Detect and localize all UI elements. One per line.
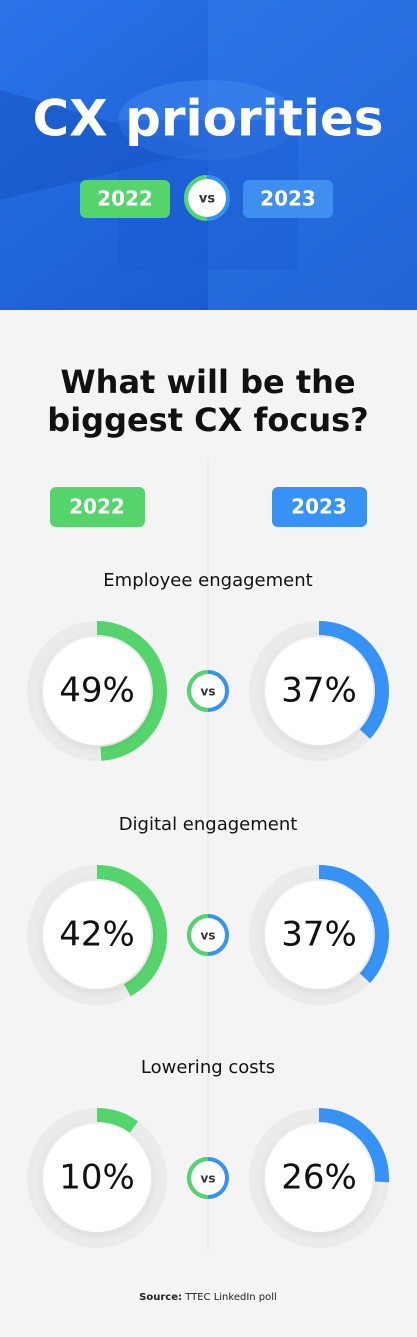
vs-label: vs [201, 929, 216, 943]
donut-center [265, 881, 373, 989]
vs-label: vs [201, 685, 216, 699]
column-label: 2022 [69, 495, 125, 519]
decor [118, 80, 298, 160]
donut-center [265, 637, 373, 745]
donut-arc [318, 621, 389, 739]
donut-arc [96, 1108, 139, 1133]
vs-label: vs [199, 192, 215, 207]
value-label: 26% [281, 1158, 357, 1198]
badge-label: 2022 [97, 187, 153, 211]
source-label: Source: [139, 1292, 182, 1303]
value-label: 42% [59, 915, 135, 955]
vs-ring [187, 670, 209, 712]
vs-ring [187, 914, 209, 956]
subtitle: biggest CX focus? [47, 401, 368, 439]
row-title: Lowering costs [141, 1057, 275, 1078]
donut-center [43, 881, 151, 989]
donut-center [43, 637, 151, 745]
column-badge [50, 487, 145, 527]
row-title: Digital engagement [119, 814, 298, 835]
source: Source: TTEC LinkedIn poll [139, 1292, 277, 1303]
title: CX priorities [32, 90, 383, 148]
row-title: Employee engagement [103, 570, 312, 591]
donut-arc [318, 1108, 389, 1183]
donut-center [265, 1124, 373, 1232]
badge [243, 180, 333, 218]
donut-arc [318, 865, 389, 983]
charts: Employee engagement 49% 37% vs Digital engag… [27, 570, 389, 1248]
decor [208, 0, 417, 310]
donut-arc [96, 865, 167, 997]
vs-label: vs [201, 1172, 216, 1186]
value-label: 37% [281, 915, 357, 955]
value-label: 49% [59, 671, 135, 711]
header-bg [0, 0, 417, 310]
badge-label: 2023 [260, 187, 316, 211]
source-text: TTEC LinkedIn poll [184, 1292, 277, 1303]
value-label: 10% [59, 1158, 135, 1198]
donut-arc [96, 621, 167, 761]
badge [80, 180, 170, 218]
vs-ring [184, 175, 208, 221]
value-label: 37% [281, 671, 357, 711]
column-label: 2023 [291, 495, 347, 519]
donut-center [43, 1124, 151, 1232]
subtitle: What will be the [60, 363, 355, 401]
decor [0, 90, 208, 200]
column-badge [272, 487, 367, 527]
vs-ring [187, 1157, 209, 1199]
